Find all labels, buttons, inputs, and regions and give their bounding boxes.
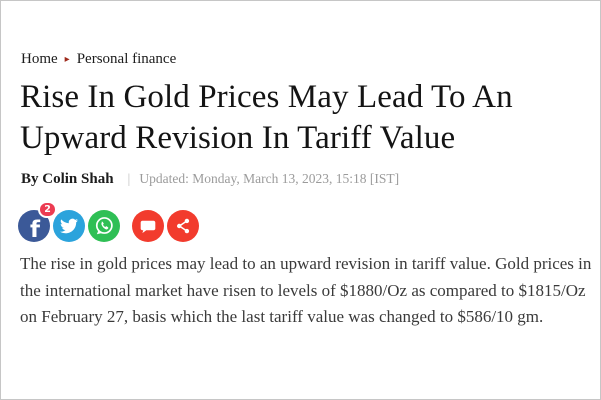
share-toolbar: f 2 (18, 201, 202, 242)
comments-button[interactable] (132, 210, 164, 242)
facebook-f-glyph: f (29, 217, 40, 242)
share-nodes-icon (176, 218, 190, 234)
article-headline: Rise In Gold Prices May Lead To An Upwar… (20, 79, 513, 156)
facebook-share-button[interactable]: f 2 (18, 201, 57, 242)
breadcrumb: Home ▸ Personal finance (21, 51, 176, 68)
article-body: The rise in gold prices may lead to an u… (20, 254, 592, 326)
byline: By Colin Shah | Updated: Monday, March 1… (21, 171, 399, 188)
author-name: By Colin Shah (21, 171, 114, 187)
twitter-bird-icon (60, 218, 78, 234)
facebook-icon: f (18, 210, 50, 242)
breadcrumb-home-link[interactable]: Home (21, 51, 58, 67)
breadcrumb-arrow-icon: ▸ (64, 54, 70, 65)
twitter-share-button[interactable] (53, 210, 85, 242)
whatsapp-icon (95, 217, 113, 235)
breadcrumb-section-link[interactable]: Personal finance (76, 51, 177, 67)
more-share-button[interactable] (167, 210, 199, 242)
whatsapp-share-button[interactable] (88, 210, 120, 242)
byline-separator: | (127, 172, 131, 187)
updated-timestamp: Updated: Monday, March 13, 2023, 15:18 [… (139, 171, 400, 186)
comment-bubble-icon (140, 220, 156, 234)
facebook-share-count-badge: 2 (38, 201, 57, 218)
